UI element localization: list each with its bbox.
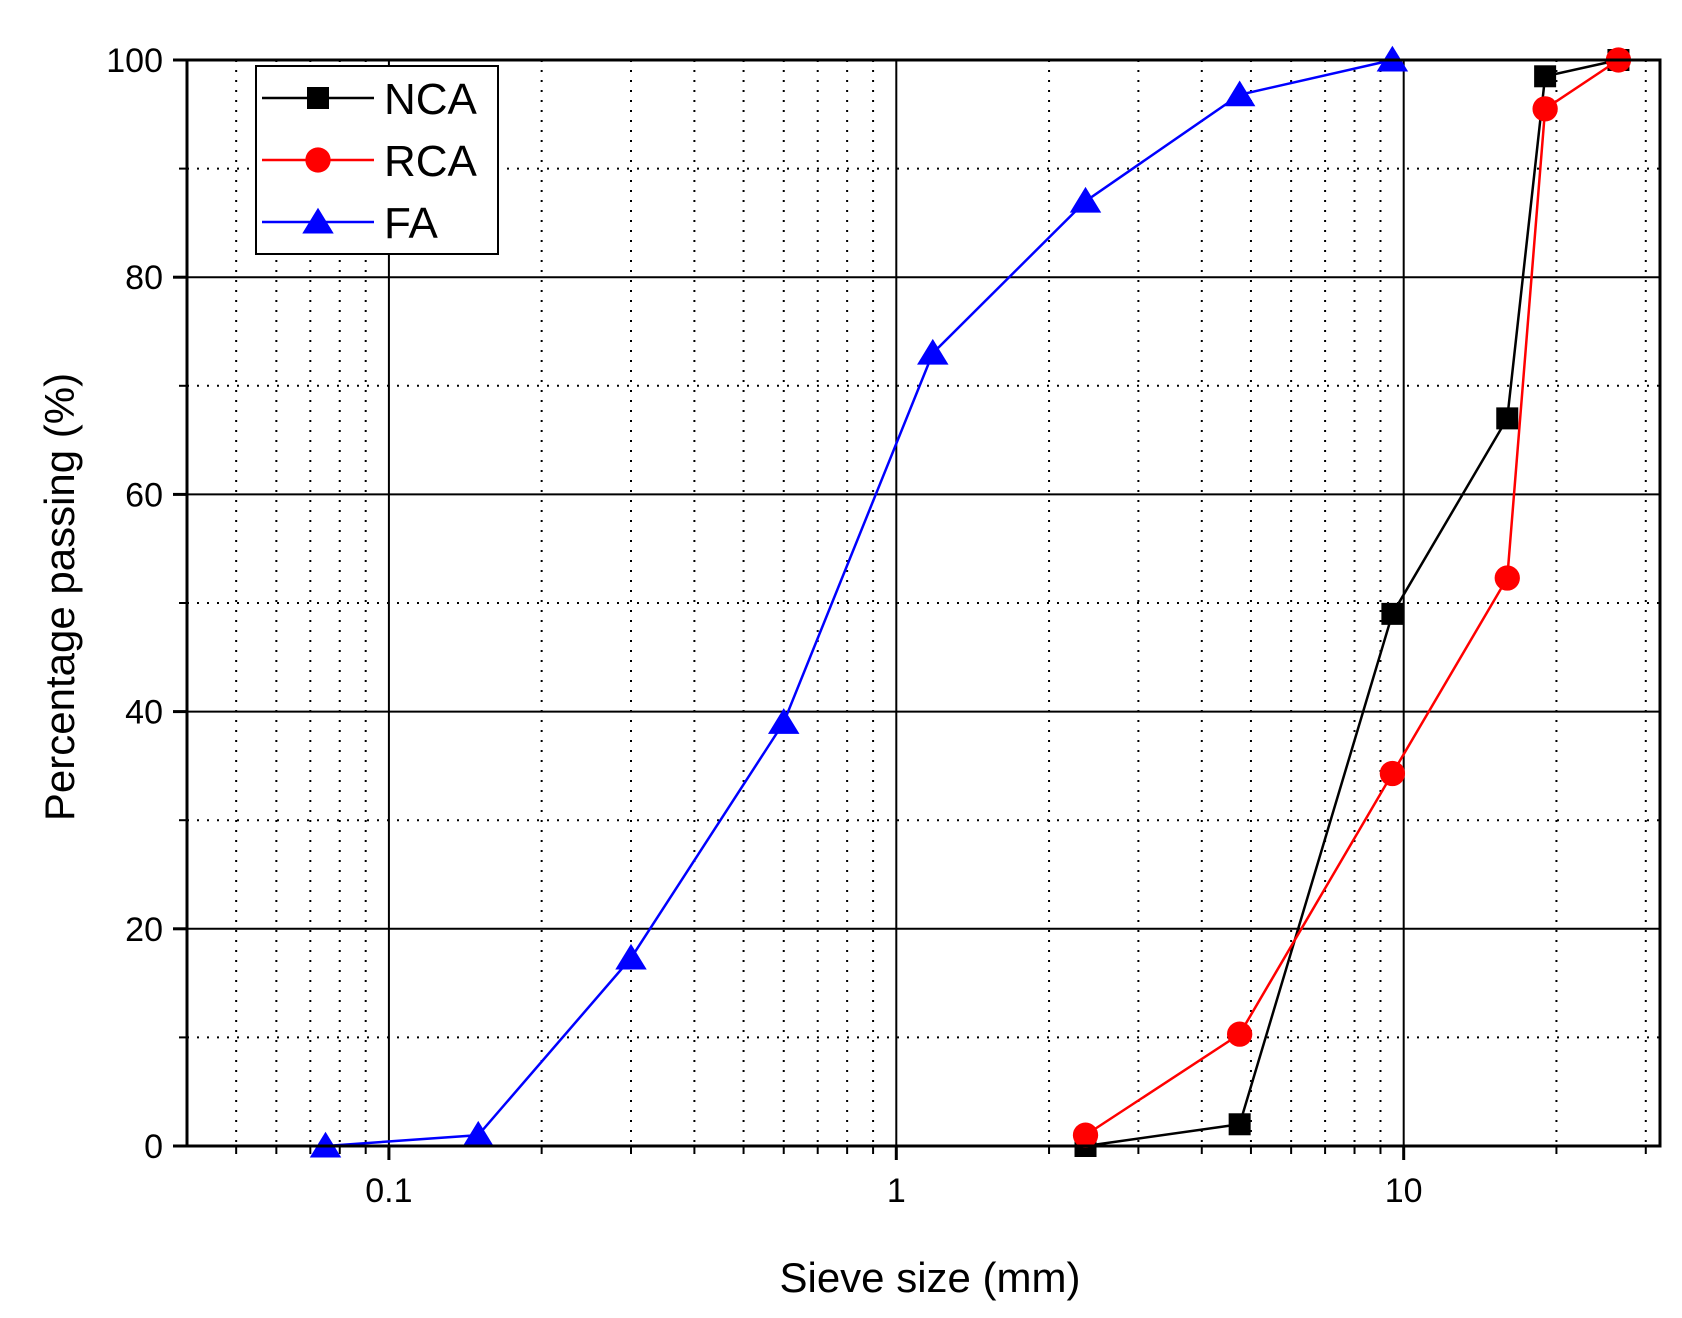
x-tick-label: 0.1 — [365, 1172, 412, 1210]
legend-marker-rca — [305, 147, 331, 173]
legend-marker-nca — [307, 87, 329, 109]
data-point-nca — [1534, 65, 1557, 88]
data-point-fa — [615, 943, 647, 970]
axis-ticks — [173, 58, 1647, 1160]
data-point-fa — [768, 708, 800, 734]
y-tick-label: 40 — [125, 694, 163, 732]
data-point-rca — [1532, 96, 1558, 122]
data-point-rca — [1379, 760, 1406, 787]
legend: NCA RCA FA — [255, 65, 499, 255]
y-axis-title: Percentage passing (%) — [36, 373, 83, 821]
data-point-fa — [462, 1120, 494, 1147]
legend-marker-fa — [302, 207, 334, 234]
series-layer — [309, 45, 1632, 1158]
x-axis-title: Sieve size (mm) — [779, 1254, 1080, 1301]
y-tick-label: 80 — [125, 259, 163, 297]
data-point-nca — [1228, 1113, 1251, 1136]
y-tick-label: 20 — [125, 911, 163, 949]
data-point-nca — [1496, 407, 1519, 430]
data-point-fa — [917, 338, 949, 365]
data-point-nca — [1381, 602, 1404, 625]
data-point-rca — [1226, 1021, 1253, 1047]
legend-label-rca: RCA — [384, 137, 478, 186]
series-rca — [1072, 47, 1632, 1148]
x-tick-label: 1 — [887, 1172, 906, 1210]
series-fa — [309, 45, 1409, 1158]
data-point-fa — [1223, 80, 1256, 107]
major-grid — [187, 60, 1660, 1146]
y-tick-label: 100 — [106, 42, 163, 80]
data-point-fa — [1069, 186, 1102, 213]
series-line-nca — [1085, 58, 1619, 1148]
series-line-fa — [325, 58, 1393, 1148]
x-tick-label: 10 — [1385, 1172, 1423, 1210]
series-line-rca — [1084, 58, 1620, 1137]
legend-label-fa: FA — [384, 199, 438, 248]
y-tick-label: 0 — [144, 1128, 163, 1166]
y-tick-label: 60 — [125, 476, 163, 514]
data-point-rca — [1072, 1122, 1099, 1148]
data-point-rca — [1494, 565, 1520, 591]
legend-label-nca: NCA — [384, 75, 478, 124]
